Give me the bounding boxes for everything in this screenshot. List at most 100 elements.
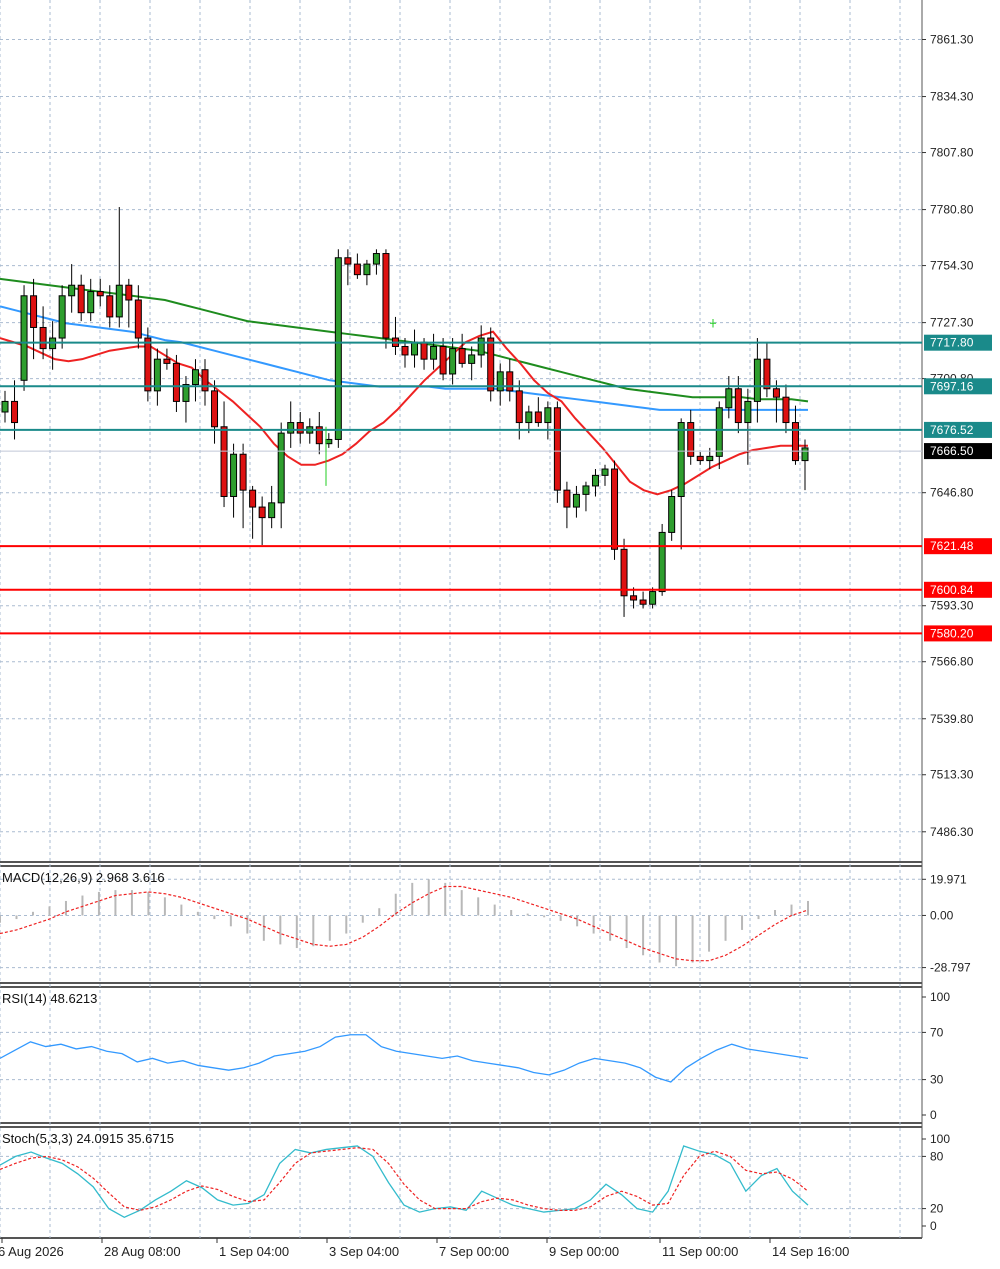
time-tick-label: 3 Sep 04:00: [329, 1244, 399, 1259]
bear-candle: [172, 362, 180, 402]
macd-tick-label: 19.971: [930, 872, 967, 886]
bull-candle: [277, 432, 285, 504]
bull-candle: [20, 295, 28, 381]
bull-candle: [649, 591, 657, 605]
price-tick-label: 7834.30: [930, 90, 974, 104]
macd-signal-line: [0, 885, 809, 962]
bear-candle: [315, 426, 323, 445]
bull-candle: [372, 253, 380, 265]
price-tick-label: 7780.80: [930, 203, 974, 217]
bear-candle: [201, 369, 209, 392]
bear-candle: [382, 253, 390, 339]
bull-candle: [715, 407, 723, 457]
macd-label: MACD(12,26,9) 2.968 3.616: [2, 870, 165, 885]
rsi-tick-label: 100: [930, 990, 950, 1004]
bull-candle: [58, 295, 66, 339]
bull-candle: [801, 447, 809, 462]
bull-candle: [468, 354, 476, 364]
bull-candle: [753, 358, 761, 402]
bear-candle: [734, 388, 742, 424]
bear-candle: [534, 411, 542, 424]
bull-candle: [706, 455, 714, 462]
time-tick-label: 14 Sep 16:00: [772, 1244, 849, 1259]
bear-candle: [211, 390, 219, 428]
stoch-tick-label: 80: [930, 1149, 944, 1163]
macd-panel[interactable]: MACD(12,26,9) 2.968 3.616: [0, 870, 809, 967]
price-tick-label: 7727.30: [930, 316, 974, 330]
stoch-k-line: [0, 1145, 809, 1219]
bull-candle: [411, 341, 419, 356]
bull-candle: [334, 257, 342, 440]
bear-candle: [687, 422, 695, 457]
time-tick-label: 1 Sep 04:00: [219, 1244, 289, 1259]
bear-candle: [239, 453, 247, 491]
rsi-tick-label: 70: [930, 1025, 944, 1039]
time-tick-label: 28 Aug 08:00: [104, 1244, 181, 1259]
level-price-label: 7621.48: [930, 539, 974, 553]
slow-moving-average-line: [0, 277, 809, 403]
fast-moving-average-line: [0, 330, 808, 496]
bull-candle: [725, 388, 733, 409]
bear-candle: [420, 341, 428, 360]
bull-candle: [182, 384, 190, 402]
bear-candle: [134, 299, 142, 339]
bear-candle: [106, 295, 114, 318]
bear-candle: [353, 263, 361, 276]
bull-candle: [582, 485, 590, 495]
macd-tick-label: -28.797: [930, 961, 971, 975]
bull-candle: [668, 495, 676, 533]
level-price-label: 7697.16: [930, 379, 974, 393]
price-tick-label: 7539.80: [930, 712, 974, 726]
rsi-tick-label: 0: [930, 1108, 937, 1122]
main-price-panel[interactable]: [0, 207, 922, 635]
bull-candle: [601, 468, 609, 476]
bear-candle: [296, 422, 304, 434]
bull-candle: [544, 407, 552, 424]
bear-candle: [506, 371, 514, 392]
stochastic-panel[interactable]: Stoch(5,3,3) 24.0915 35.6715: [0, 1131, 809, 1219]
bull-candle: [325, 438, 333, 445]
price-tick-label: 7566.80: [930, 655, 974, 669]
bull-candle: [115, 284, 123, 318]
bull-candle: [363, 263, 371, 276]
rsi-panel[interactable]: RSI(14) 48.6213: [0, 991, 809, 1083]
time-axis: 6 Aug 2026 28 Aug 08:00 1 Sep 04:00 3 Sep 0…: [0, 1238, 849, 1259]
level-price-tag: [924, 334, 992, 351]
bear-candle: [344, 257, 352, 265]
time-tick-label: 7 Sep 00:00: [439, 1244, 509, 1259]
bear-candle: [401, 345, 409, 356]
price-tick-label: 7754.30: [930, 259, 974, 273]
bear-candle: [772, 388, 780, 398]
level-price-label: 7580.20: [930, 626, 974, 640]
bull-candle: [496, 371, 504, 392]
bull-candle: [658, 531, 666, 593]
price-tick-label: 7486.30: [930, 825, 974, 839]
bull-candle: [477, 337, 485, 356]
bull-candle: [677, 422, 685, 497]
level-price-label: 7600.84: [930, 583, 974, 597]
bear-candle: [30, 295, 38, 328]
time-tick-label: 9 Sep 00:00: [549, 1244, 619, 1259]
stoch-tick-label: 20: [930, 1202, 944, 1216]
bear-candle: [782, 396, 790, 424]
bear-candle: [620, 548, 628, 597]
bear-candle: [791, 422, 799, 462]
bull-candle: [87, 291, 95, 314]
current-price-label: 7666.50: [930, 444, 974, 458]
stoch-label: Stoch(5,3,3) 24.0915 35.6715: [2, 1131, 174, 1146]
level-price-label: 7676.52: [930, 423, 974, 437]
bear-candle: [515, 390, 523, 424]
bear-candle: [77, 284, 85, 314]
time-tick-label: 11 Sep 00:00: [662, 1244, 738, 1259]
bull-candle: [525, 411, 533, 424]
price-tick-label: 7513.30: [930, 768, 974, 782]
bull-candle: [268, 502, 276, 519]
bull-candle: [68, 284, 76, 297]
bear-candle: [639, 599, 647, 605]
level-price-label: 7717.80: [930, 336, 974, 350]
price-tick-label: 7807.80: [930, 146, 974, 160]
bull-candle: [153, 358, 161, 392]
bear-candle: [487, 337, 495, 392]
